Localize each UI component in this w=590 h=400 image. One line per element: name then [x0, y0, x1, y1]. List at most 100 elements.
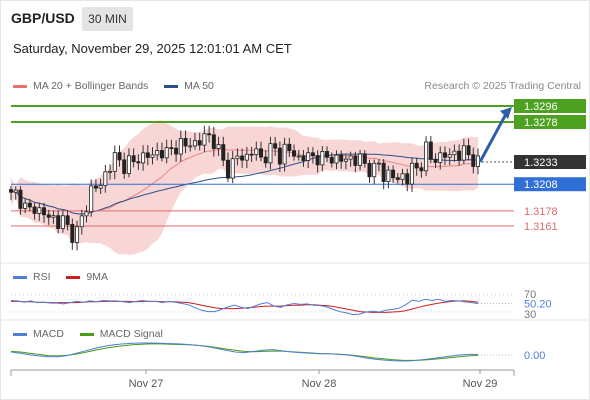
candle [8, 189, 13, 193]
candle [315, 155, 320, 166]
symbol-label[interactable]: GBP/USD [11, 10, 75, 26]
candle [145, 152, 150, 158]
candle [75, 226, 80, 243]
candle [174, 147, 179, 155]
interval-button[interactable]: 30 MIN [82, 7, 133, 31]
candle [353, 155, 358, 166]
candle [409, 162, 414, 185]
candle [56, 215, 61, 229]
time-axis-label: Nov 27 [129, 378, 164, 390]
candle [230, 158, 235, 179]
candle [136, 161, 141, 164]
candle [438, 152, 443, 163]
candle [348, 155, 353, 160]
price-tag-1-3278 [514, 115, 586, 129]
candle [320, 151, 325, 166]
candle [98, 185, 103, 189]
candle [150, 154, 155, 158]
candle [131, 155, 136, 163]
legend-ma50: MA 50 [184, 80, 214, 92]
candle [141, 152, 146, 164]
ma50-line [10, 153, 479, 215]
candle [46, 214, 51, 218]
bollinger-band [11, 120, 478, 255]
candle [117, 152, 122, 161]
ma50-swatch [164, 84, 179, 88]
candle [192, 140, 197, 147]
candle [202, 133, 207, 146]
macd-swatch [13, 332, 27, 336]
candle [381, 162, 386, 182]
candle [23, 202, 28, 209]
macd-zero-label: 0.00 [524, 350, 545, 362]
candle [178, 138, 183, 155]
timestamp: Saturday, November 29, 2025 12:01:01 AM … [13, 41, 292, 56]
rsi-tick-30: 30 [524, 309, 536, 321]
price-label-1-3161: 1.3161 [524, 221, 558, 233]
rsi-line [10, 298, 479, 316]
macd-legend: MACD MACD Signal [13, 328, 163, 340]
price-label-1-3233: 1.3233 [524, 157, 558, 169]
candle [367, 163, 372, 178]
legend-macd: MACD [33, 328, 64, 340]
price-tag-1-3233 [514, 155, 586, 169]
candle [122, 159, 127, 174]
candle [405, 173, 410, 185]
legend-rsi: RSI [33, 271, 51, 283]
rsi-tick-70: 70 [524, 289, 536, 301]
candle [60, 215, 65, 229]
candle [452, 150, 457, 156]
candle [254, 148, 259, 155]
candle [207, 133, 212, 136]
candle [32, 206, 37, 214]
candle [108, 170, 113, 173]
candle [188, 145, 193, 148]
price-label-1-3278: 1.3278 [524, 117, 558, 129]
candle [79, 215, 84, 228]
candle [155, 150, 160, 156]
legend-rsi-ma9: 9MA [86, 271, 108, 283]
candle [292, 150, 297, 157]
price-label-1-3178: 1.3178 [524, 206, 558, 218]
candle [447, 154, 452, 158]
legend-ma20: MA 20 + Bollinger Bands [33, 80, 149, 92]
macd-signal-swatch [79, 332, 94, 336]
candle [42, 207, 47, 216]
candle [18, 189, 23, 209]
candle [27, 202, 32, 208]
candle [457, 150, 462, 161]
legend-macd-signal: MACD Signal [99, 328, 163, 340]
candle [362, 153, 367, 164]
price-label-1-3208: 1.3208 [524, 179, 558, 191]
candle [310, 152, 315, 157]
credit-text: Research © 2025 Trading Central [424, 80, 581, 92]
forecast-arrowhead [500, 107, 512, 119]
candle [325, 151, 330, 158]
candle [395, 177, 400, 180]
candle [433, 158, 438, 163]
candle [249, 153, 254, 156]
candle [442, 152, 447, 158]
candle [89, 185, 94, 213]
candle [428, 141, 433, 160]
candle [13, 189, 18, 193]
macd-line [10, 342, 478, 362]
candle [273, 143, 278, 149]
candle [471, 154, 476, 167]
main-legend: MA 20 + Bollinger Bands MA 50 [13, 80, 214, 92]
candle [386, 169, 391, 182]
price-tag-1-3296 [514, 99, 586, 113]
candle [159, 150, 164, 159]
candle [358, 153, 363, 166]
candle [414, 162, 419, 169]
price-label-1-3296: 1.3296 [524, 101, 558, 113]
candle [296, 155, 301, 158]
time-axis-label: Nov 28 [302, 378, 337, 390]
candle [240, 155, 245, 161]
candle [84, 211, 89, 217]
candle [343, 158, 348, 162]
candle [103, 171, 108, 186]
candle [93, 185, 98, 189]
rsi-legend: RSI 9MA [13, 271, 108, 283]
candle [244, 153, 249, 161]
